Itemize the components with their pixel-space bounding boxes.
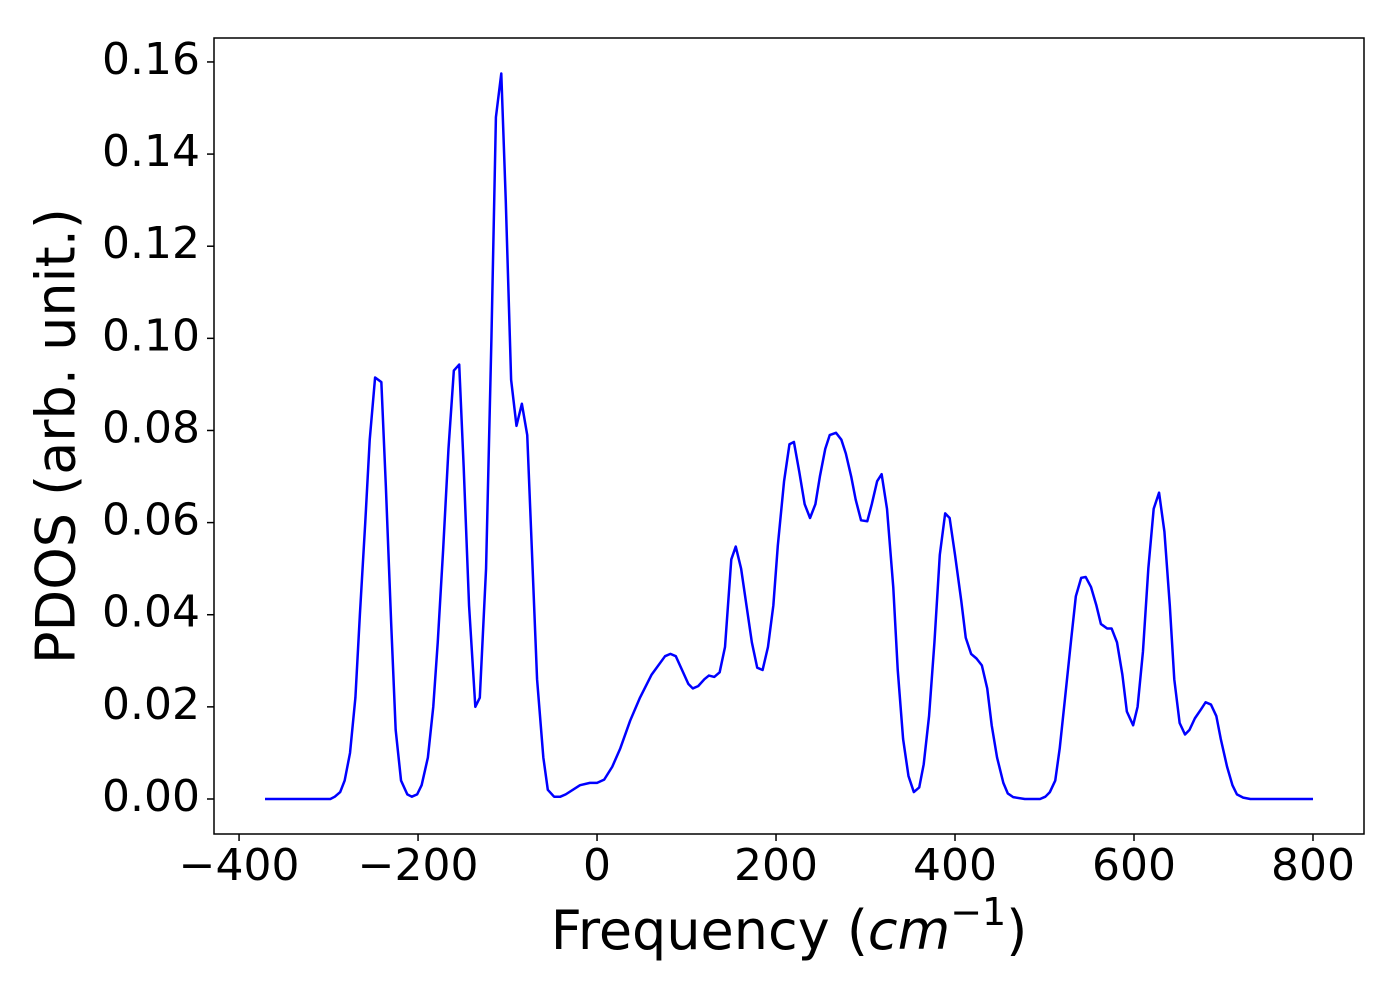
y-tick-label: 0.00 [102,771,200,822]
plot-frame [213,37,1365,835]
y-tick-label: 0.10 [102,310,200,361]
x-label-unit: cm [868,899,950,962]
y-tick-label: 0.12 [102,218,200,269]
y-tick-label: 0.02 [102,679,200,730]
x-tick-label: 600 [1092,840,1176,891]
y-tick-label: 0.06 [102,495,200,546]
y-tick-label: 0.14 [102,126,200,177]
x-label-exponent: −1 [950,890,1006,934]
y-tick-label: 0.04 [102,587,200,638]
x-tick-label: 400 [913,840,997,891]
x-axis-label: Frequency (cm−1) [551,890,1028,962]
x-tick-label: 0 [583,840,611,891]
y-tick-label: 0.08 [102,402,200,453]
y-axis-label: PDOS (arb. unit.) [25,208,88,664]
x-label-close: ) [1006,899,1027,962]
x-tick-label: −200 [358,840,479,891]
x-tick-label: 800 [1271,840,1355,891]
y-tick-label: 0.16 [102,34,200,85]
x-tick-label: 200 [734,840,818,891]
x-label-text: Frequency ( [551,899,868,962]
x-tick-label: −400 [179,840,300,891]
pdos-line [265,72,1313,801]
